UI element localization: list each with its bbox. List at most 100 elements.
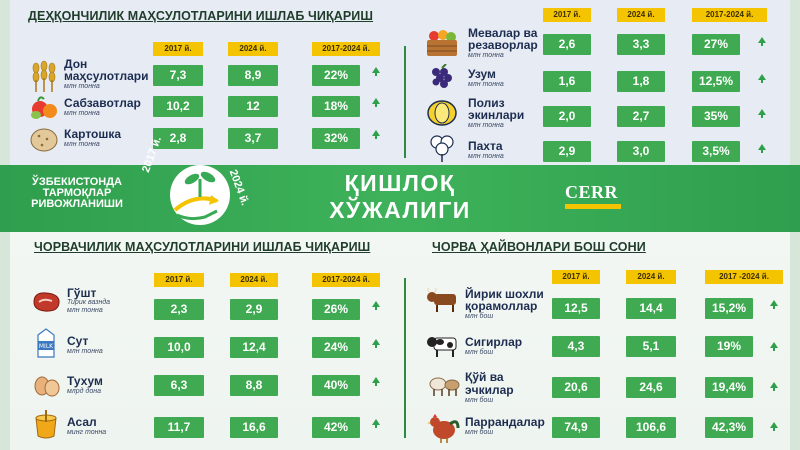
fruit-row-4-2024: 3,0 <box>617 141 665 162</box>
poultry-icon <box>427 414 460 443</box>
cow-icon <box>427 337 457 357</box>
lc-row-2-unit: млн бош <box>465 349 494 356</box>
sheep-goat-icon <box>429 377 460 396</box>
meat-icon <box>33 292 60 312</box>
banner-left-line1: ЎЗБЕКИСТОНДА <box>32 176 122 188</box>
lp-row-3-2017: 6,3 <box>154 375 204 396</box>
up-arrow-icon <box>770 382 778 391</box>
lc-row-4-change: 42,3% <box>705 417 753 438</box>
lc-header-change: 2017 -2024 й. <box>705 270 783 284</box>
lc-header-2024: 2024 й. <box>626 270 676 284</box>
up-arrow-icon <box>372 67 380 76</box>
lc-row-2-2024: 5,1 <box>626 336 676 357</box>
lp-row-1-unit-line2: млн тонна <box>67 307 103 314</box>
fruit-row-3-unit: млн тонна <box>468 122 504 129</box>
lp-row-2-2017: 10,0 <box>154 337 204 358</box>
lp-row-3-2024: 8,8 <box>230 375 278 396</box>
lp-row-1-2024: 2,9 <box>230 299 278 320</box>
lc-row-1-name-line1: Йирик шохли <box>465 287 544 301</box>
lc-row-3-2017: 20,6 <box>552 377 600 398</box>
banner-left-line3: РИВОЖЛАНИШИ <box>31 198 123 210</box>
fruit-row-4-2017: 2,9 <box>543 141 591 162</box>
lc-row-1-name-line2: қорамоллар <box>465 299 538 313</box>
fruit-row-1-2024: 3,3 <box>617 34 665 55</box>
lc-row-4-unit: млн бош <box>465 429 494 436</box>
lc-row-2-name: Сигирлар <box>465 335 523 349</box>
up-arrow-icon <box>372 98 380 107</box>
fruit-row-3-change: 35% <box>692 106 740 127</box>
potato-icon <box>30 128 58 152</box>
lc-row-1-2024: 14,4 <box>626 298 676 319</box>
fruit-header-change: 2017-2024 й. <box>692 8 767 22</box>
up-arrow-icon <box>372 339 380 348</box>
lp-header-2017: 2017 й. <box>154 273 204 287</box>
crop-row-1-unit: млн тонна <box>64 83 100 90</box>
top-panel <box>0 0 800 165</box>
lp-row-4-change: 42% <box>312 417 360 438</box>
up-arrow-icon <box>758 109 766 118</box>
lc-row-3-name-line1: Қўй ва <box>465 370 504 384</box>
lp-row-2-unit: млн тонна <box>67 348 103 355</box>
lc-row-4-2017: 74,9 <box>552 417 600 438</box>
crop-row-1-name-line1: Дон <box>64 57 88 71</box>
crop-row-1-2024: 8,9 <box>228 65 278 86</box>
crop-row-1-2017: 7,3 <box>153 65 203 86</box>
fruit-row-2-2017: 1,6 <box>543 71 591 92</box>
lp-row-3-change: 40% <box>312 375 360 396</box>
sprout-emblem-icon <box>170 165 230 225</box>
lc-row-1-2017: 12,5 <box>552 298 600 319</box>
banner-title: ҚИШЛОҚ ХЎЖАЛИГИ <box>300 170 500 224</box>
banner-title-line1: ҚИШЛОҚ <box>344 170 456 196</box>
lp-row-4-unit: минг тонна <box>67 429 107 436</box>
up-arrow-icon <box>372 301 380 310</box>
lp-header-2024: 2024 й. <box>230 273 278 287</box>
bottom-panel <box>0 232 800 450</box>
fruit-row-3-name-line2: экинлари <box>468 108 525 122</box>
lc-row-1-change: 15,2% <box>705 298 753 319</box>
up-arrow-icon <box>758 37 766 46</box>
crop-row-3-name: Картошка <box>64 127 122 141</box>
crop-section-title: ДЕҲҚОНЧИЛИК МАҲСУЛОТЛАРИНИ ИШЛАБ ЧИҚАРИШ <box>28 9 374 23</box>
lc-row-3-2024: 24,6 <box>626 377 676 398</box>
lc-row-2-2017: 4,3 <box>552 336 600 357</box>
lp-row-1-2017: 2,3 <box>154 299 204 320</box>
crop-row-3-unit: млн тонна <box>64 141 100 148</box>
up-arrow-icon <box>372 130 380 139</box>
wheat-icon <box>32 60 56 92</box>
banner <box>0 165 800 232</box>
lc-row-2-change: 19% <box>705 336 753 357</box>
up-arrow-icon <box>770 300 778 309</box>
lp-row-1-unit-line1: Тирик вазнда <box>67 299 111 306</box>
cotton-icon <box>430 135 454 162</box>
melon-icon <box>427 100 457 126</box>
fruit-row-1-unit: млн тонна <box>468 52 504 59</box>
banner-title-line2: ХЎЖАЛИГИ <box>329 197 471 223</box>
fruit-row-1-name-line2: резаворлар <box>468 38 538 52</box>
fruit-row-1-name-line1: Мевалар ва <box>468 26 538 40</box>
lc-row-4-name: Паррандалар <box>465 415 545 429</box>
fruit-row-3-name-line1: Полиз <box>468 96 505 110</box>
crop-row-2-2017: 10,2 <box>153 96 203 117</box>
lp-row-4-2017: 11,7 <box>154 417 204 438</box>
crop-row-2-change: 18% <box>312 96 360 117</box>
fruit-basket-icon <box>427 30 457 56</box>
up-arrow-icon <box>758 144 766 153</box>
up-arrow-icon <box>758 74 766 83</box>
lp-row-2-name: Сут <box>67 334 89 348</box>
lp-row-4-2024: 16,6 <box>230 417 278 438</box>
crop-row-2-unit: млн тонна <box>64 110 100 117</box>
lp-row-3-name: Тухум <box>67 374 103 388</box>
fruit-row-4-change: 3,5% <box>692 141 740 162</box>
banner-left-text: ЎЗБЕКИСТОНДА ТАРМОҚЛАР РИВОЖЛАНИШИ <box>22 177 132 210</box>
fruit-row-1-change: 27% <box>692 34 740 55</box>
fruit-row-2-change: 12,5% <box>692 71 740 92</box>
lp-row-2-change: 24% <box>312 337 360 358</box>
crop-row-2-2024: 12 <box>228 96 278 117</box>
fruit-header-2024: 2024 й. <box>617 8 665 22</box>
crop-header-change: 2017-2024 й. <box>312 42 380 56</box>
up-arrow-icon <box>372 377 380 386</box>
bull-icon <box>427 287 456 312</box>
crop-header-2024: 2024 й. <box>228 42 278 56</box>
lp-header-change: 2017-2024 й. <box>312 273 380 287</box>
fruit-row-4-unit: млн тонна <box>468 153 504 160</box>
